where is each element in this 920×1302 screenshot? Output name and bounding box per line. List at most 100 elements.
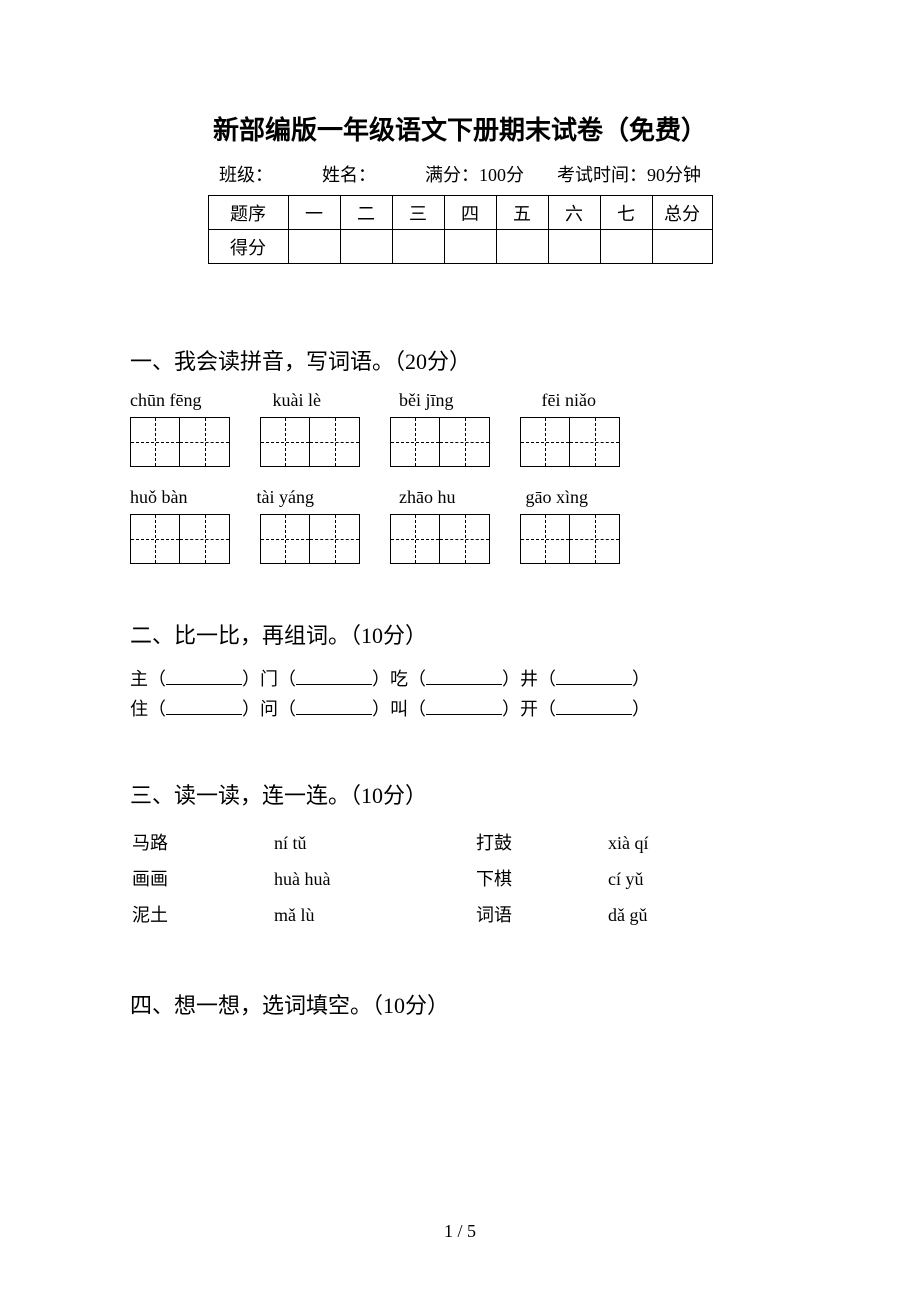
writing-box[interactable] (310, 514, 360, 564)
table-cell: 一 (288, 196, 340, 230)
table-cell[interactable] (548, 230, 600, 264)
fill-blank[interactable] (426, 697, 502, 715)
section-title: 一、我会读拼音，写词语。（20分） (130, 344, 790, 376)
writing-box[interactable] (130, 514, 180, 564)
writing-box-row (130, 514, 790, 564)
writing-box[interactable] (570, 514, 620, 564)
table-row: 画画 huà huà 下棋 cí yǔ (132, 862, 708, 896)
compose-line: 主（）门（）吃（）井（） (130, 664, 790, 694)
pinyin-label: gāo xìng (526, 487, 664, 508)
fill-blank[interactable] (166, 697, 242, 715)
score-table: 题序 一 二 三 四 五 六 七 总分 得分 (208, 195, 713, 264)
match-word: 画画 (132, 862, 272, 896)
char: 开 (520, 699, 538, 719)
writing-box[interactable] (130, 417, 180, 467)
table-cell[interactable] (444, 230, 496, 264)
match-word: 泥土 (132, 898, 272, 932)
table-cell[interactable] (340, 230, 392, 264)
writing-box[interactable] (520, 514, 570, 564)
table-cell[interactable] (392, 230, 444, 264)
exam-meta: 班级： 姓名： 满分：100分 考试时间：90分钟 (130, 161, 790, 187)
writing-box[interactable] (390, 514, 440, 564)
section-title: 二、比一比，再组词。（10分） (130, 618, 790, 650)
pinyin-label: fēi niǎo (542, 390, 680, 411)
match-pinyin: mǎ lù (274, 898, 474, 932)
fill-blank[interactable] (296, 667, 372, 685)
table-cell: 七 (600, 196, 652, 230)
section-title: 三、读一读，连一连。（10分） (130, 778, 790, 810)
table-cell[interactable] (288, 230, 340, 264)
writing-box-row (130, 417, 790, 467)
table-cell[interactable] (652, 230, 712, 264)
pinyin-label: běi jīng (399, 390, 537, 411)
char: 住 (130, 699, 148, 719)
writing-box[interactable] (570, 417, 620, 467)
match-pinyin: dǎ gǔ (608, 898, 708, 932)
pinyin-row: chūn fēng kuài lè běi jīng fēi niǎo (130, 390, 790, 411)
writing-box[interactable] (260, 417, 310, 467)
section-4: 四、想一想，选词填空。（10分） (130, 988, 790, 1020)
page-number: 1 / 5 (0, 1221, 920, 1242)
pinyin-label: kuài lè (273, 390, 395, 411)
time-value: 90分钟 (647, 161, 701, 187)
pinyin-label: zhāo hu (399, 487, 521, 508)
fullscore-label: 满分： (425, 161, 479, 187)
fill-blank[interactable] (166, 667, 242, 685)
writing-box[interactable] (260, 514, 310, 564)
char: 叫 (390, 699, 408, 719)
match-pinyin: xià qí (608, 826, 708, 860)
char: 主 (130, 669, 148, 689)
section-1: 一、我会读拼音，写词语。（20分） chūn fēng kuài lè běi … (130, 344, 790, 564)
char: 门 (260, 669, 278, 689)
pinyin-label: chūn fēng (130, 390, 268, 411)
char: 吃 (390, 669, 408, 689)
fill-blank[interactable] (556, 697, 632, 715)
match-word: 打鼓 (476, 826, 606, 860)
char: 井 (520, 669, 538, 689)
section-title: 四、想一想，选词填空。（10分） (130, 988, 790, 1020)
writing-box[interactable] (520, 417, 570, 467)
table-row: 得分 (208, 230, 712, 264)
section-2: 二、比一比，再组词。（10分） 主（）门（）吃（）井（） 住（）问（）叫（）开（… (130, 618, 790, 724)
writing-box[interactable] (390, 417, 440, 467)
table-cell: 六 (548, 196, 600, 230)
pinyin-label: huǒ bàn (130, 487, 252, 508)
table-cell[interactable] (600, 230, 652, 264)
match-word: 词语 (476, 898, 606, 932)
table-cell: 题序 (208, 196, 288, 230)
section-3: 三、读一读，连一连。（10分） 马路 ní tǔ 打鼓 xià qí 画画 hu… (130, 778, 790, 934)
name-label: 姓名： (322, 161, 376, 187)
table-row: 泥土 mǎ lù 词语 dǎ gǔ (132, 898, 708, 932)
match-pinyin: cí yǔ (608, 862, 708, 896)
table-cell: 三 (392, 196, 444, 230)
writing-box[interactable] (310, 417, 360, 467)
writing-box[interactable] (440, 514, 490, 564)
class-label: 班级： (219, 161, 273, 187)
writing-box[interactable] (440, 417, 490, 467)
time-label: 考试时间： (557, 161, 647, 187)
char: 问 (260, 699, 278, 719)
match-pinyin: ní tǔ (274, 826, 474, 860)
table-cell: 总分 (652, 196, 712, 230)
match-word: 马路 (132, 826, 272, 860)
table-row: 题序 一 二 三 四 五 六 七 总分 (208, 196, 712, 230)
table-cell[interactable] (496, 230, 548, 264)
table-cell: 五 (496, 196, 548, 230)
pinyin-row: huǒ bàn tài yáng zhāo hu gāo xìng (130, 487, 790, 508)
writing-box[interactable] (180, 514, 230, 564)
table-cell: 得分 (208, 230, 288, 264)
fill-blank[interactable] (296, 697, 372, 715)
match-pinyin: huà huà (274, 862, 474, 896)
compose-line: 住（）问（）叫（）开（） (130, 694, 790, 724)
table-row: 马路 ní tǔ 打鼓 xià qí (132, 826, 708, 860)
table-cell: 二 (340, 196, 392, 230)
fullscore-value: 100分 (479, 161, 524, 187)
writing-box[interactable] (180, 417, 230, 467)
pinyin-label: tài yáng (257, 487, 395, 508)
match-table: 马路 ní tǔ 打鼓 xià qí 画画 huà huà 下棋 cí yǔ 泥… (130, 824, 710, 934)
match-word: 下棋 (476, 862, 606, 896)
exam-title: 新部编版一年级语文下册期末试卷（免费） (130, 110, 790, 147)
fill-blank[interactable] (556, 667, 632, 685)
table-cell: 四 (444, 196, 496, 230)
fill-blank[interactable] (426, 667, 502, 685)
